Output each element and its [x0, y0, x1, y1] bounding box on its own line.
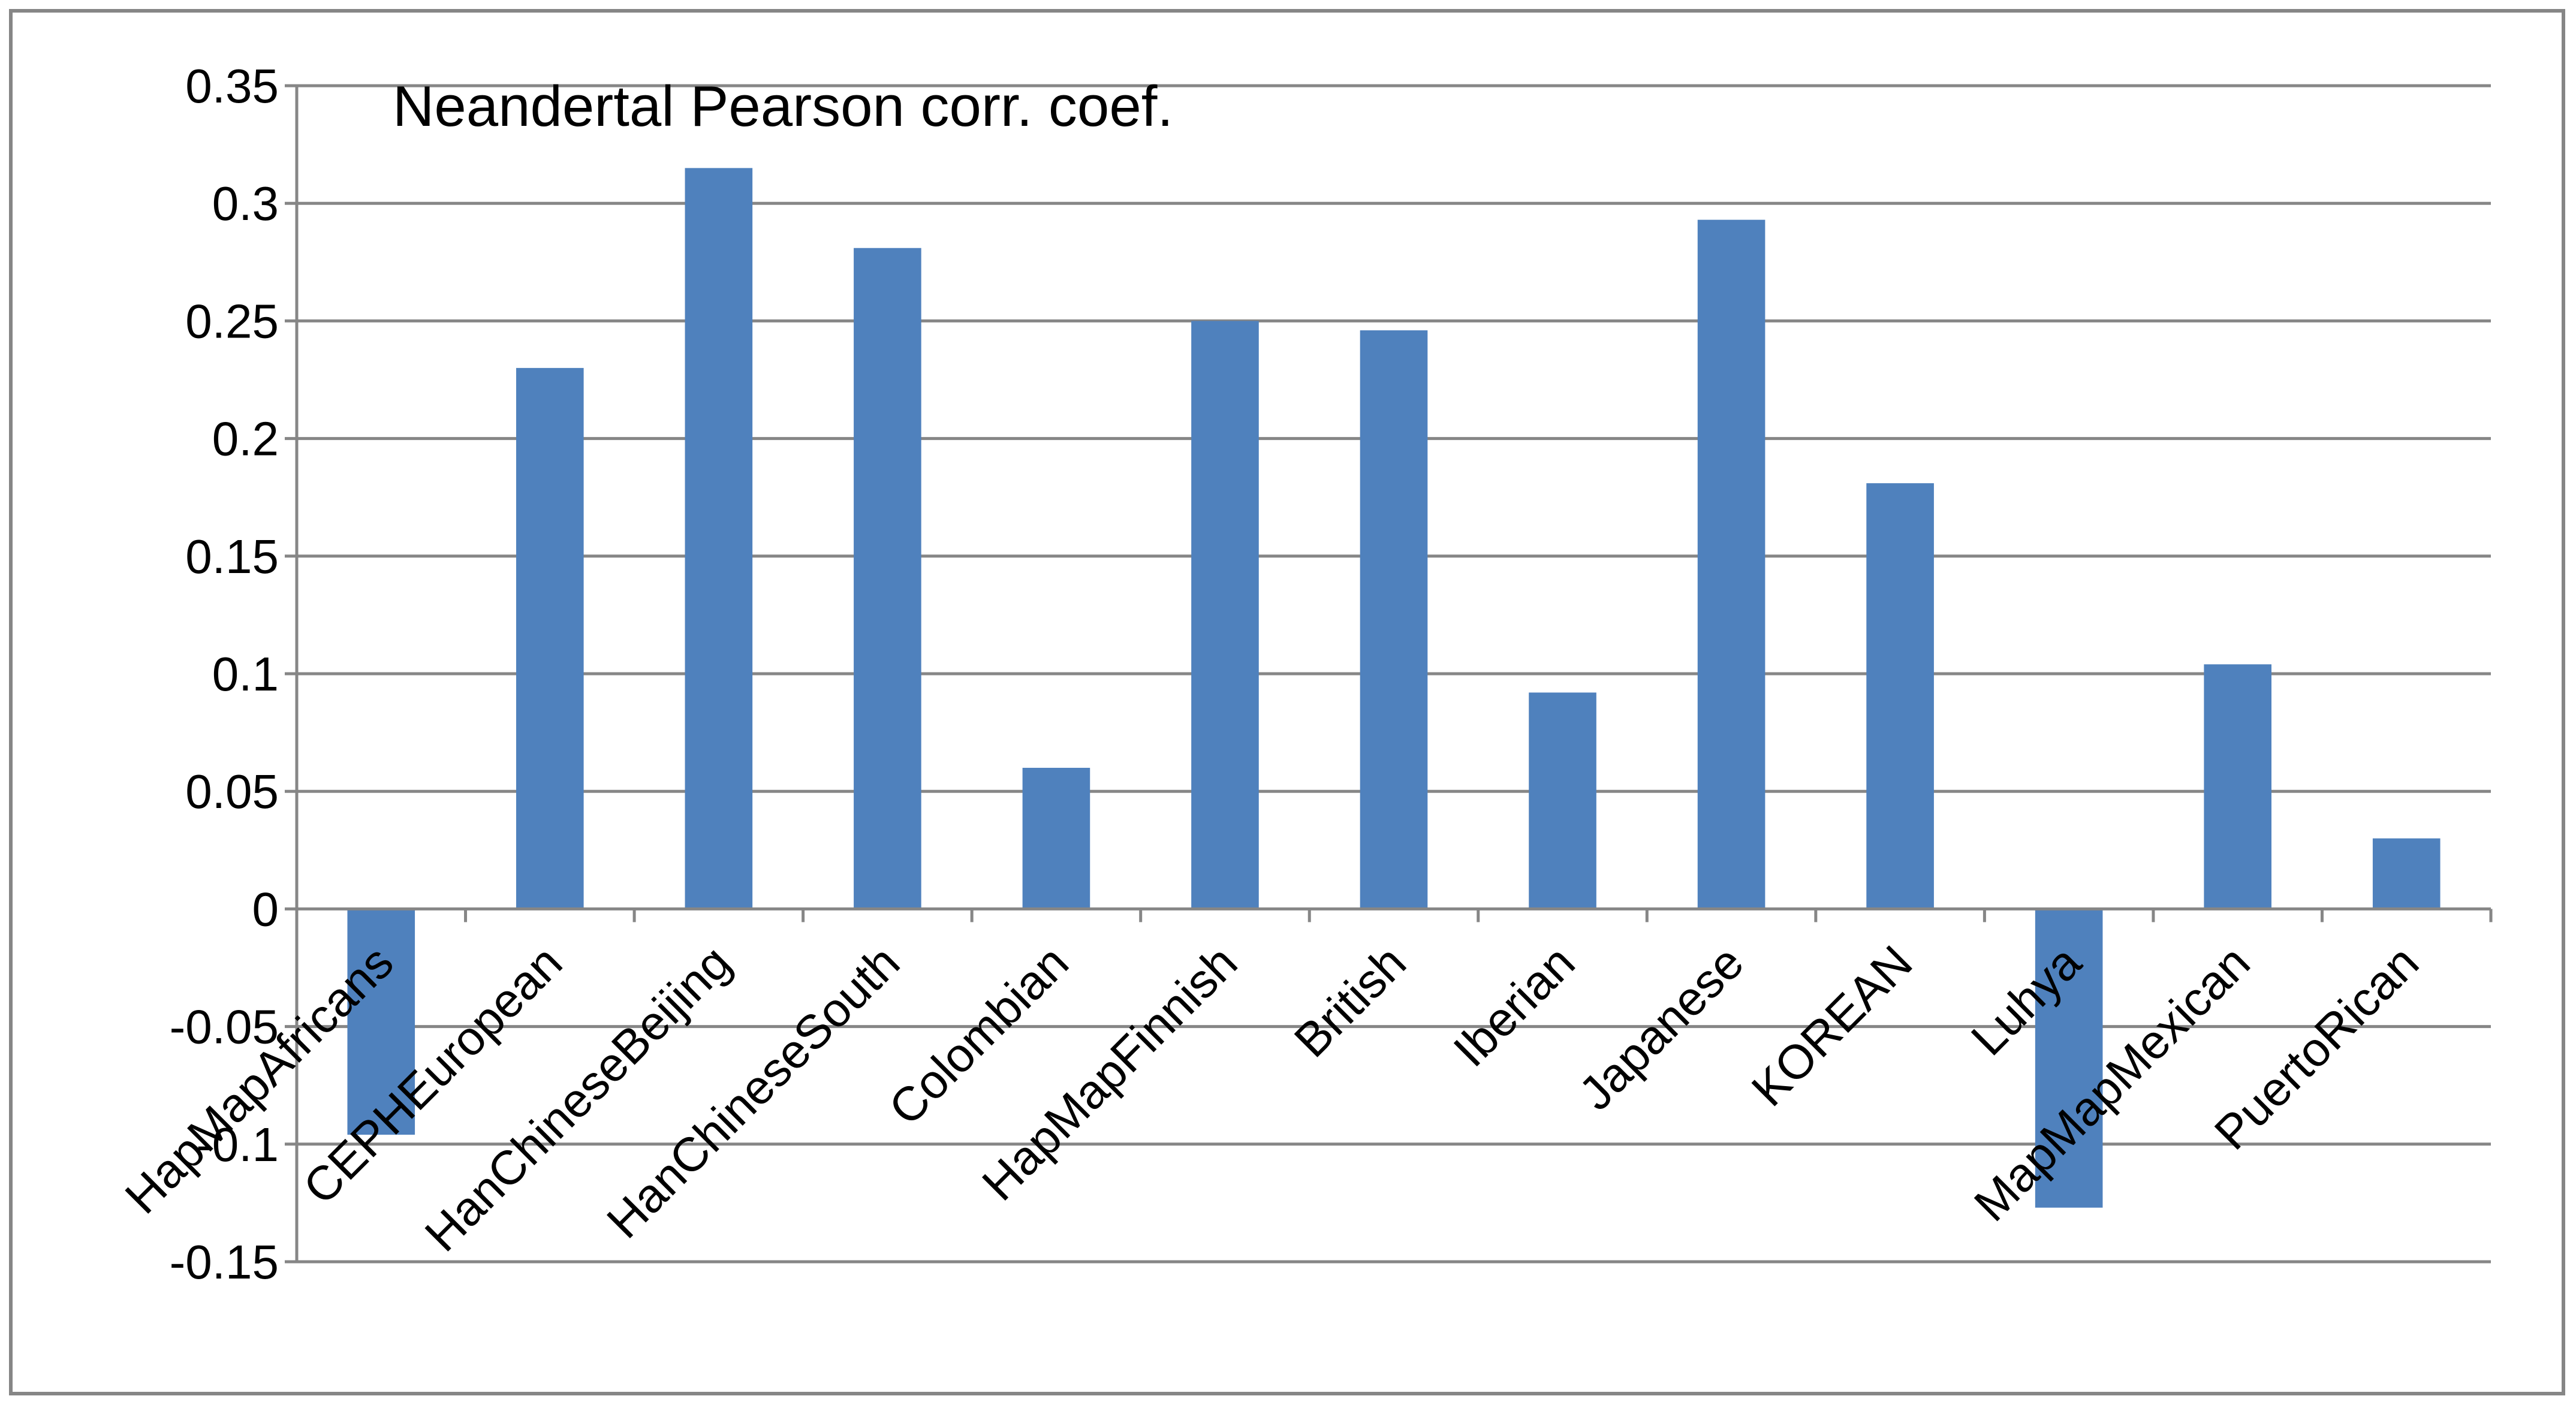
bar	[347, 909, 415, 1135]
bar	[2035, 909, 2103, 1208]
y-tick-label: 0	[252, 882, 279, 936]
y-tick-label: -0.1	[196, 1118, 279, 1171]
y-tick-label: 0.3	[212, 177, 279, 230]
bar	[2204, 664, 2271, 909]
chart-title: Neandertal Pearson corr. coef.	[393, 74, 1173, 138]
bar	[1360, 330, 1428, 909]
y-tick-label: 0.2	[212, 412, 279, 466]
bar	[1529, 692, 1596, 909]
y-tick-label: 0.35	[185, 59, 279, 113]
y-tick-labels: 0.35 0.3 0.25 0.2 0.15 0.1 0.05 0 -0.05 -0.1 -0.15	[170, 59, 279, 1289]
y-tick-label: 0.1	[212, 647, 279, 701]
bar	[685, 168, 753, 909]
y-tick-label: 0.05	[185, 765, 279, 818]
y-tick-label: -0.15	[170, 1235, 279, 1289]
bar	[1191, 321, 1259, 909]
bar	[1022, 767, 1090, 909]
bar	[854, 248, 921, 909]
bars	[347, 168, 2441, 1208]
chart-frame	[9, 9, 2565, 1395]
y-tick-label: -0.05	[170, 1000, 279, 1054]
y-tick-label: 0.25	[185, 294, 279, 348]
axes	[285, 84, 2493, 1264]
bar	[2372, 838, 2441, 909]
bar	[516, 367, 584, 909]
bar	[1697, 219, 1765, 909]
y-tick-label: 0.15	[185, 530, 279, 583]
bar	[1866, 483, 1934, 909]
